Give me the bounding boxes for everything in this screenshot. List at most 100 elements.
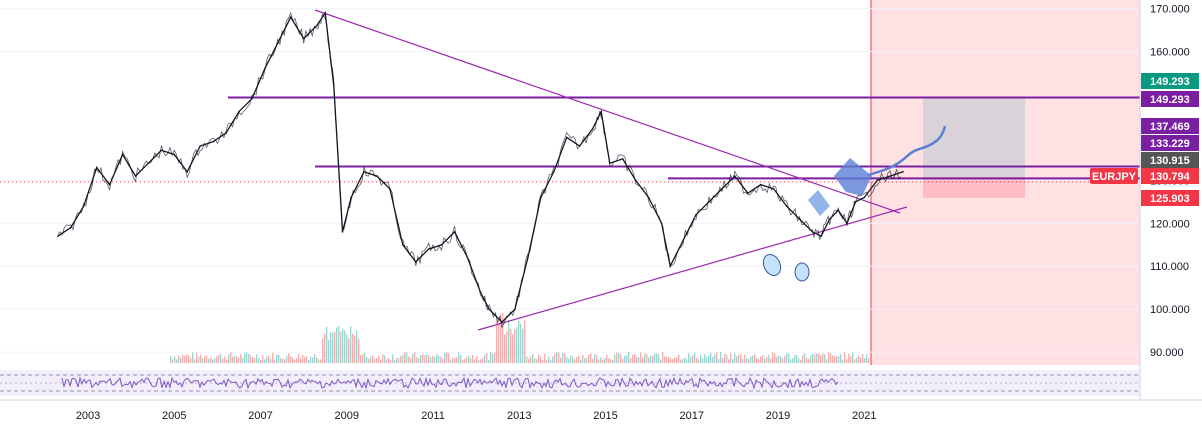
price-point (70, 226, 72, 229)
x-tick-label: 2007 (248, 410, 272, 422)
volume-bar (412, 354, 414, 363)
volume-bar (606, 355, 608, 363)
x-tick-label: 2011 (421, 410, 445, 422)
volume-bar (488, 359, 490, 363)
volume-bar (704, 354, 706, 363)
volume-bar (796, 354, 798, 363)
volume-bar (602, 359, 604, 363)
volume-bar (218, 355, 220, 363)
volume-bar (306, 356, 308, 363)
volume-bar (220, 353, 222, 363)
volume-bar (688, 353, 690, 363)
volume-bar (776, 356, 778, 363)
volume-bar (738, 354, 740, 363)
volume-bar (770, 358, 772, 363)
volume-bar (466, 357, 468, 363)
symbol-tag[interactable]: EURJPY (1090, 168, 1138, 184)
pattern-marker-1 (808, 190, 830, 216)
volume-bar (492, 353, 494, 363)
volume-bar (736, 356, 738, 363)
price-point (811, 231, 814, 233)
volume-bar (612, 359, 614, 363)
volume-bar (622, 358, 624, 363)
price-badge (1141, 118, 1199, 134)
horizontal-levels (0, 96, 1140, 183)
volume-bar (778, 355, 780, 363)
volume-bar (296, 358, 298, 363)
volume-bar (454, 358, 456, 363)
volume-bar (260, 359, 262, 363)
position-zones (923, 97, 1025, 198)
annotation-marks (762, 125, 947, 282)
volume-bar (782, 358, 784, 363)
price-point (863, 196, 866, 199)
volume-bar (494, 352, 496, 363)
profit-zone (923, 97, 1025, 177)
price-point (578, 145, 581, 147)
volume-bar (360, 354, 362, 363)
y-tick-label: 100.000 (1150, 304, 1190, 316)
volume-bar (648, 357, 650, 363)
low-marker-2 (794, 262, 810, 282)
volume-bar (768, 354, 770, 363)
volume-bar (698, 359, 700, 363)
volume-bar (438, 355, 440, 363)
price-point (854, 201, 857, 203)
volume-bar (226, 359, 228, 363)
volume-bar (468, 355, 470, 363)
volume-bar (444, 352, 446, 363)
volume-bar (670, 358, 672, 363)
volume-bar (578, 355, 580, 363)
price-badge-label: 149.293 (1150, 94, 1190, 106)
volume-bar (250, 355, 252, 363)
price-point (621, 158, 624, 160)
y-tick-label: 120.000 (1150, 218, 1190, 230)
price-badges: 149.293 149.293 137.469 133.229 130.915 130.7… (1141, 73, 1199, 206)
volume-bar (240, 354, 242, 363)
price-point (333, 85, 335, 87)
volume-bar (440, 356, 442, 363)
price-point (414, 261, 417, 263)
volume-bar (514, 329, 516, 363)
volume-bar (476, 356, 478, 363)
volume-bar (496, 319, 498, 363)
volume-bar (172, 359, 174, 363)
volume-bar (680, 359, 682, 363)
volume-bar (456, 357, 458, 363)
volume-bar (248, 354, 250, 363)
volume-bar (422, 354, 424, 363)
price-badge (1141, 73, 1199, 89)
volume-bar (674, 357, 676, 363)
volume-bar (636, 356, 638, 363)
price-point (488, 308, 490, 310)
volume-bar (536, 359, 538, 363)
volume-bar (204, 356, 206, 363)
volume-bar (652, 355, 654, 363)
volume-bar (586, 358, 588, 363)
volume-bar (258, 357, 260, 363)
volume-bar (588, 354, 590, 363)
volume-bar (512, 334, 514, 363)
descending-trendline (314, 9, 901, 214)
price-point (708, 201, 710, 203)
volume-bar (774, 353, 776, 363)
volume-bars (170, 313, 870, 363)
rsi-pane (0, 370, 1140, 396)
price-point (251, 97, 253, 100)
volume-bar (398, 358, 400, 363)
volume-bar (176, 359, 178, 363)
volume-bar (566, 356, 568, 363)
price-badge-label: 125.903 (1150, 193, 1190, 205)
volume-bar (294, 359, 296, 363)
volume-bar (792, 357, 794, 363)
volume-bar (708, 355, 710, 363)
volume-bar (184, 356, 186, 363)
volume-bar (170, 356, 172, 363)
volume-bar (608, 357, 610, 363)
volume-bar (802, 355, 804, 363)
volume-bar (390, 359, 392, 363)
volume-bar (346, 334, 348, 363)
price-point (82, 205, 85, 207)
volume-bar (278, 354, 280, 363)
